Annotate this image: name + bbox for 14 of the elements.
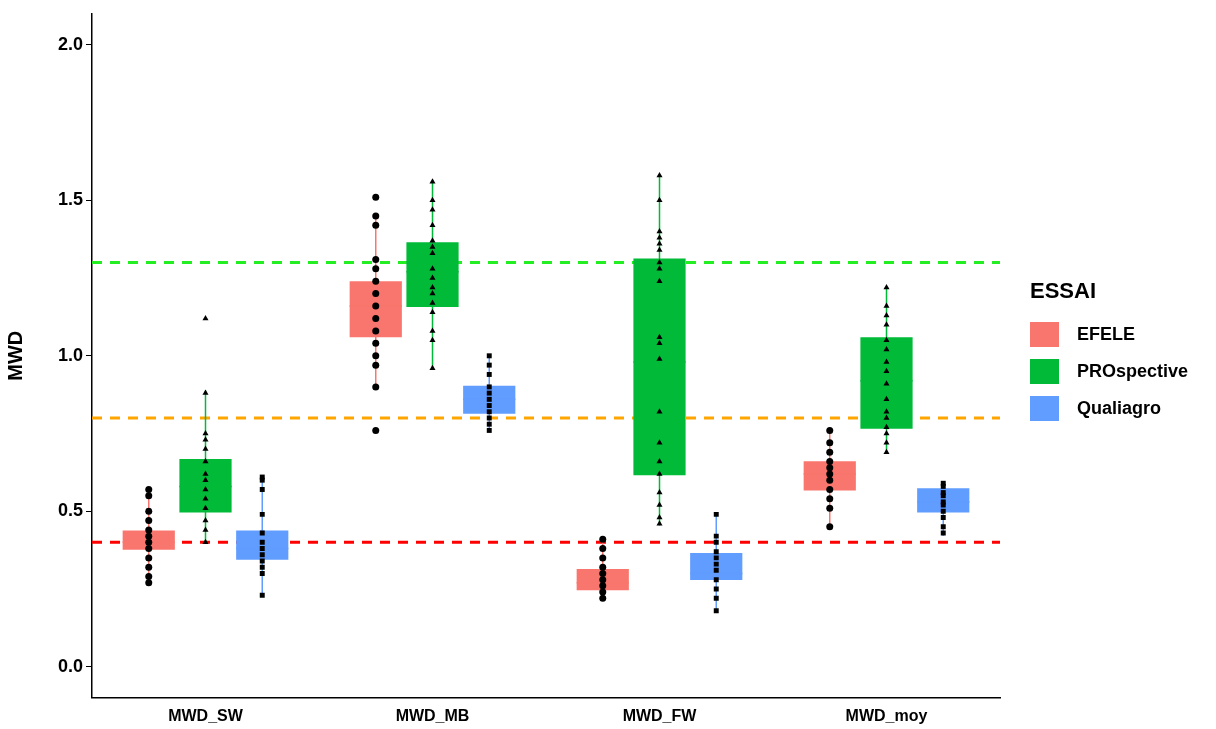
legend-label: EFELE (1077, 324, 1136, 345)
y-tick-label: 1.5 (57, 189, 83, 210)
legend-label: Qualiagro (1077, 398, 1162, 419)
legend-label: PROspective (1077, 361, 1189, 382)
x-tick-label: MWD_moy (845, 706, 928, 724)
y-tick-label: 1.0 (57, 344, 83, 365)
y-axis-title: MWD (3, 330, 26, 381)
legend-title: ESSAI (1030, 278, 1098, 304)
x-tick-label: MWD_MB (395, 706, 470, 724)
x-tick-label: MWD_SW (168, 706, 244, 724)
y-tick-label: 2.0 (57, 33, 83, 54)
y-tick-label: 0.5 (57, 500, 83, 521)
y-tick-label: 0.0 (57, 655, 83, 676)
x-tick-label: MWD_FW (622, 706, 698, 724)
